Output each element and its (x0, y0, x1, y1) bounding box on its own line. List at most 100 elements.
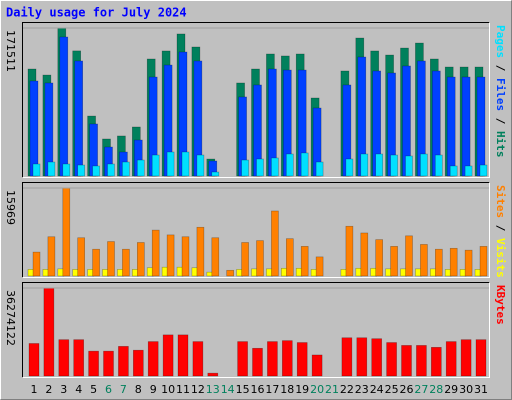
bar (315, 256, 324, 277)
bar (460, 339, 472, 377)
x-tick-label: 10 (161, 383, 175, 396)
legend: Pages / Files / Hits (494, 25, 507, 158)
chart-title: Daily usage for July 2024 (6, 6, 187, 20)
bar (43, 287, 55, 377)
legend-entry: Visits (494, 238, 507, 278)
legend-entry: Files (494, 78, 507, 111)
bar (47, 236, 56, 277)
panel-border (22, 22, 490, 178)
bar (416, 345, 427, 377)
bar (256, 240, 264, 277)
bar (151, 229, 160, 277)
bar (147, 341, 159, 377)
bar (386, 342, 397, 377)
bar (345, 225, 354, 277)
bar (360, 153, 369, 177)
panel-border (22, 282, 490, 378)
bar (267, 341, 278, 377)
bar (133, 349, 144, 377)
x-tick-label: 3 (60, 383, 67, 396)
bar (196, 154, 205, 177)
legend-separator: / (494, 218, 507, 238)
bar (285, 153, 294, 177)
legend-separator: / (494, 58, 507, 78)
x-tick-label: 6 (105, 383, 112, 396)
bar (241, 242, 249, 277)
bar (122, 248, 130, 277)
bar (271, 157, 279, 177)
x-tick-label: 28 (429, 383, 443, 396)
y-tick-label: 171511 (4, 30, 17, 72)
bar (461, 76, 471, 177)
x-tick-label: 7 (120, 383, 127, 396)
x-tick-label: 21 (325, 383, 339, 396)
bar (59, 36, 69, 177)
bar (29, 80, 39, 177)
x-tick-label: 20 (310, 383, 324, 396)
x-tick-label: 18 (280, 383, 294, 396)
x-tick-label: 14 (221, 383, 235, 396)
x-tick-label: 11 (176, 383, 190, 396)
bar (88, 350, 99, 377)
bar (434, 248, 443, 277)
bar (62, 163, 71, 177)
legend: Sites / Visits (494, 185, 507, 278)
bar (405, 155, 413, 177)
bar (464, 249, 473, 277)
legend: KBytes (494, 285, 507, 325)
bar (137, 242, 145, 277)
bar (345, 158, 354, 177)
bar (375, 153, 384, 177)
x-tick-label: 15 (236, 383, 250, 396)
x-tick-label: 5 (90, 383, 97, 396)
bar (252, 347, 263, 377)
x-tick-label: 12 (191, 383, 205, 396)
bar (449, 247, 458, 277)
bar (420, 153, 428, 177)
bar (475, 339, 487, 377)
x-tick-label: 16 (251, 383, 265, 396)
panel (22, 182, 490, 278)
bar (103, 350, 114, 377)
bar (434, 154, 443, 177)
bar (300, 246, 309, 277)
bar (390, 154, 398, 177)
bar (256, 158, 264, 177)
x-tick-label: 13 (206, 383, 220, 396)
bar (77, 237, 85, 277)
bar (401, 345, 412, 377)
bar (449, 165, 458, 177)
bar (356, 337, 368, 377)
bar (118, 346, 129, 377)
bar (296, 342, 308, 377)
bar (77, 164, 85, 177)
bar (479, 246, 488, 277)
bar (166, 234, 175, 277)
bar (166, 151, 175, 177)
x-tick-label: 23 (355, 383, 369, 396)
bar (464, 165, 473, 177)
x-tick-label: 4 (75, 383, 82, 396)
bar (177, 334, 189, 377)
panel-border (22, 22, 490, 178)
x-tick-label: 30 (459, 383, 473, 396)
bar (405, 235, 413, 277)
bar (92, 248, 100, 277)
bar (211, 171, 220, 177)
legend-entry: Hits (494, 131, 507, 158)
bar (241, 159, 249, 177)
x-tick-label: 17 (265, 383, 279, 396)
bar (73, 339, 84, 377)
bar (300, 152, 309, 177)
legend-entry: Pages (494, 25, 507, 58)
bar (92, 165, 100, 177)
bar (207, 372, 219, 377)
bar (476, 76, 486, 177)
bar (107, 241, 115, 277)
x-tick-label: 9 (150, 383, 157, 396)
x-tick-label: 31 (474, 383, 488, 396)
x-tick-label: 1 (31, 383, 38, 396)
bar (32, 251, 41, 277)
